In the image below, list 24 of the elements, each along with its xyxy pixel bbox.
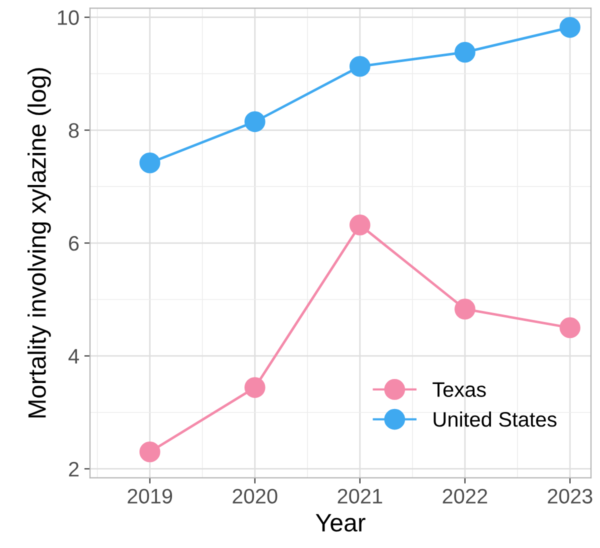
x-tick-label: 2022 — [442, 488, 488, 504]
point — [560, 317, 580, 338]
point — [454, 42, 476, 63]
x-tick-label: 2023 — [548, 488, 592, 504]
x-tick-label: 2019 — [128, 488, 172, 504]
point — [454, 298, 476, 320]
x-axis-title: Year — [316, 514, 366, 532]
legend-label: Texas — [432, 382, 486, 397]
y-tick-label: 4 — [68, 349, 79, 364]
y-tick-label: 6 — [69, 236, 79, 251]
point — [139, 152, 160, 174]
y-tick-label: 2 — [69, 462, 79, 476]
point — [560, 16, 580, 38]
point — [244, 111, 266, 132]
y-axis-title: Mortality involving xylazine (log) — [28, 68, 51, 418]
y-tick-label: 8 — [68, 123, 79, 138]
point — [244, 377, 266, 398]
legend-label: United States — [434, 412, 556, 427]
x-tick-label: 2021 — [338, 488, 382, 504]
point — [139, 441, 160, 462]
point — [350, 56, 370, 77]
point — [350, 214, 370, 236]
x-tick-label: 2020 — [232, 488, 278, 504]
y-tick-label: 10 — [58, 10, 79, 26]
